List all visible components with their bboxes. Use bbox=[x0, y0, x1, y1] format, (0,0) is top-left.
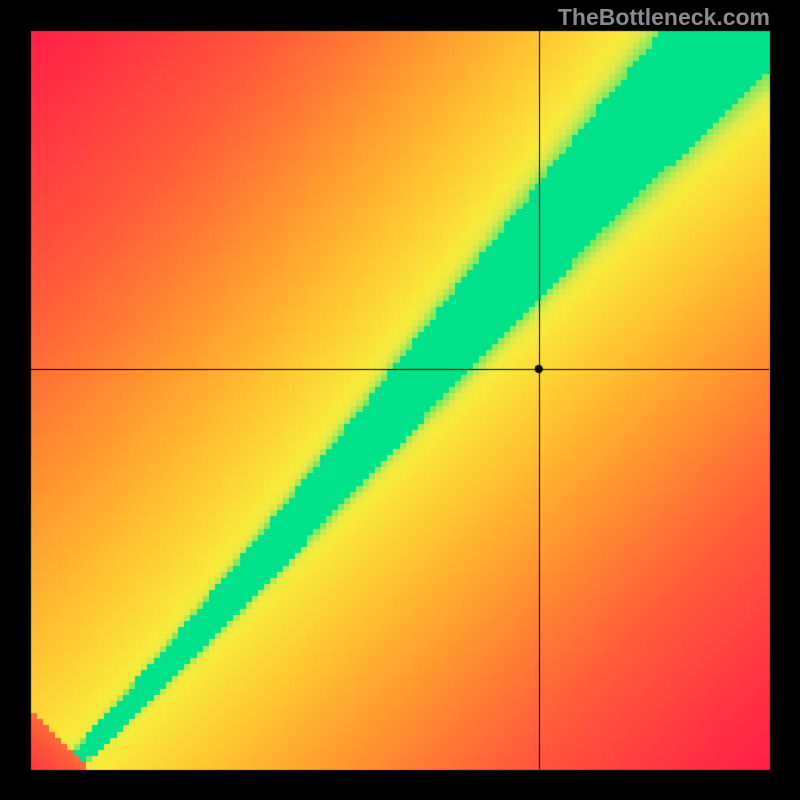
chart-container: { "canvas": { "width": 800, "height": 80… bbox=[0, 0, 800, 800]
watermark-text: TheBottleneck.com bbox=[558, 4, 770, 31]
bottleneck-heatmap bbox=[0, 0, 800, 800]
